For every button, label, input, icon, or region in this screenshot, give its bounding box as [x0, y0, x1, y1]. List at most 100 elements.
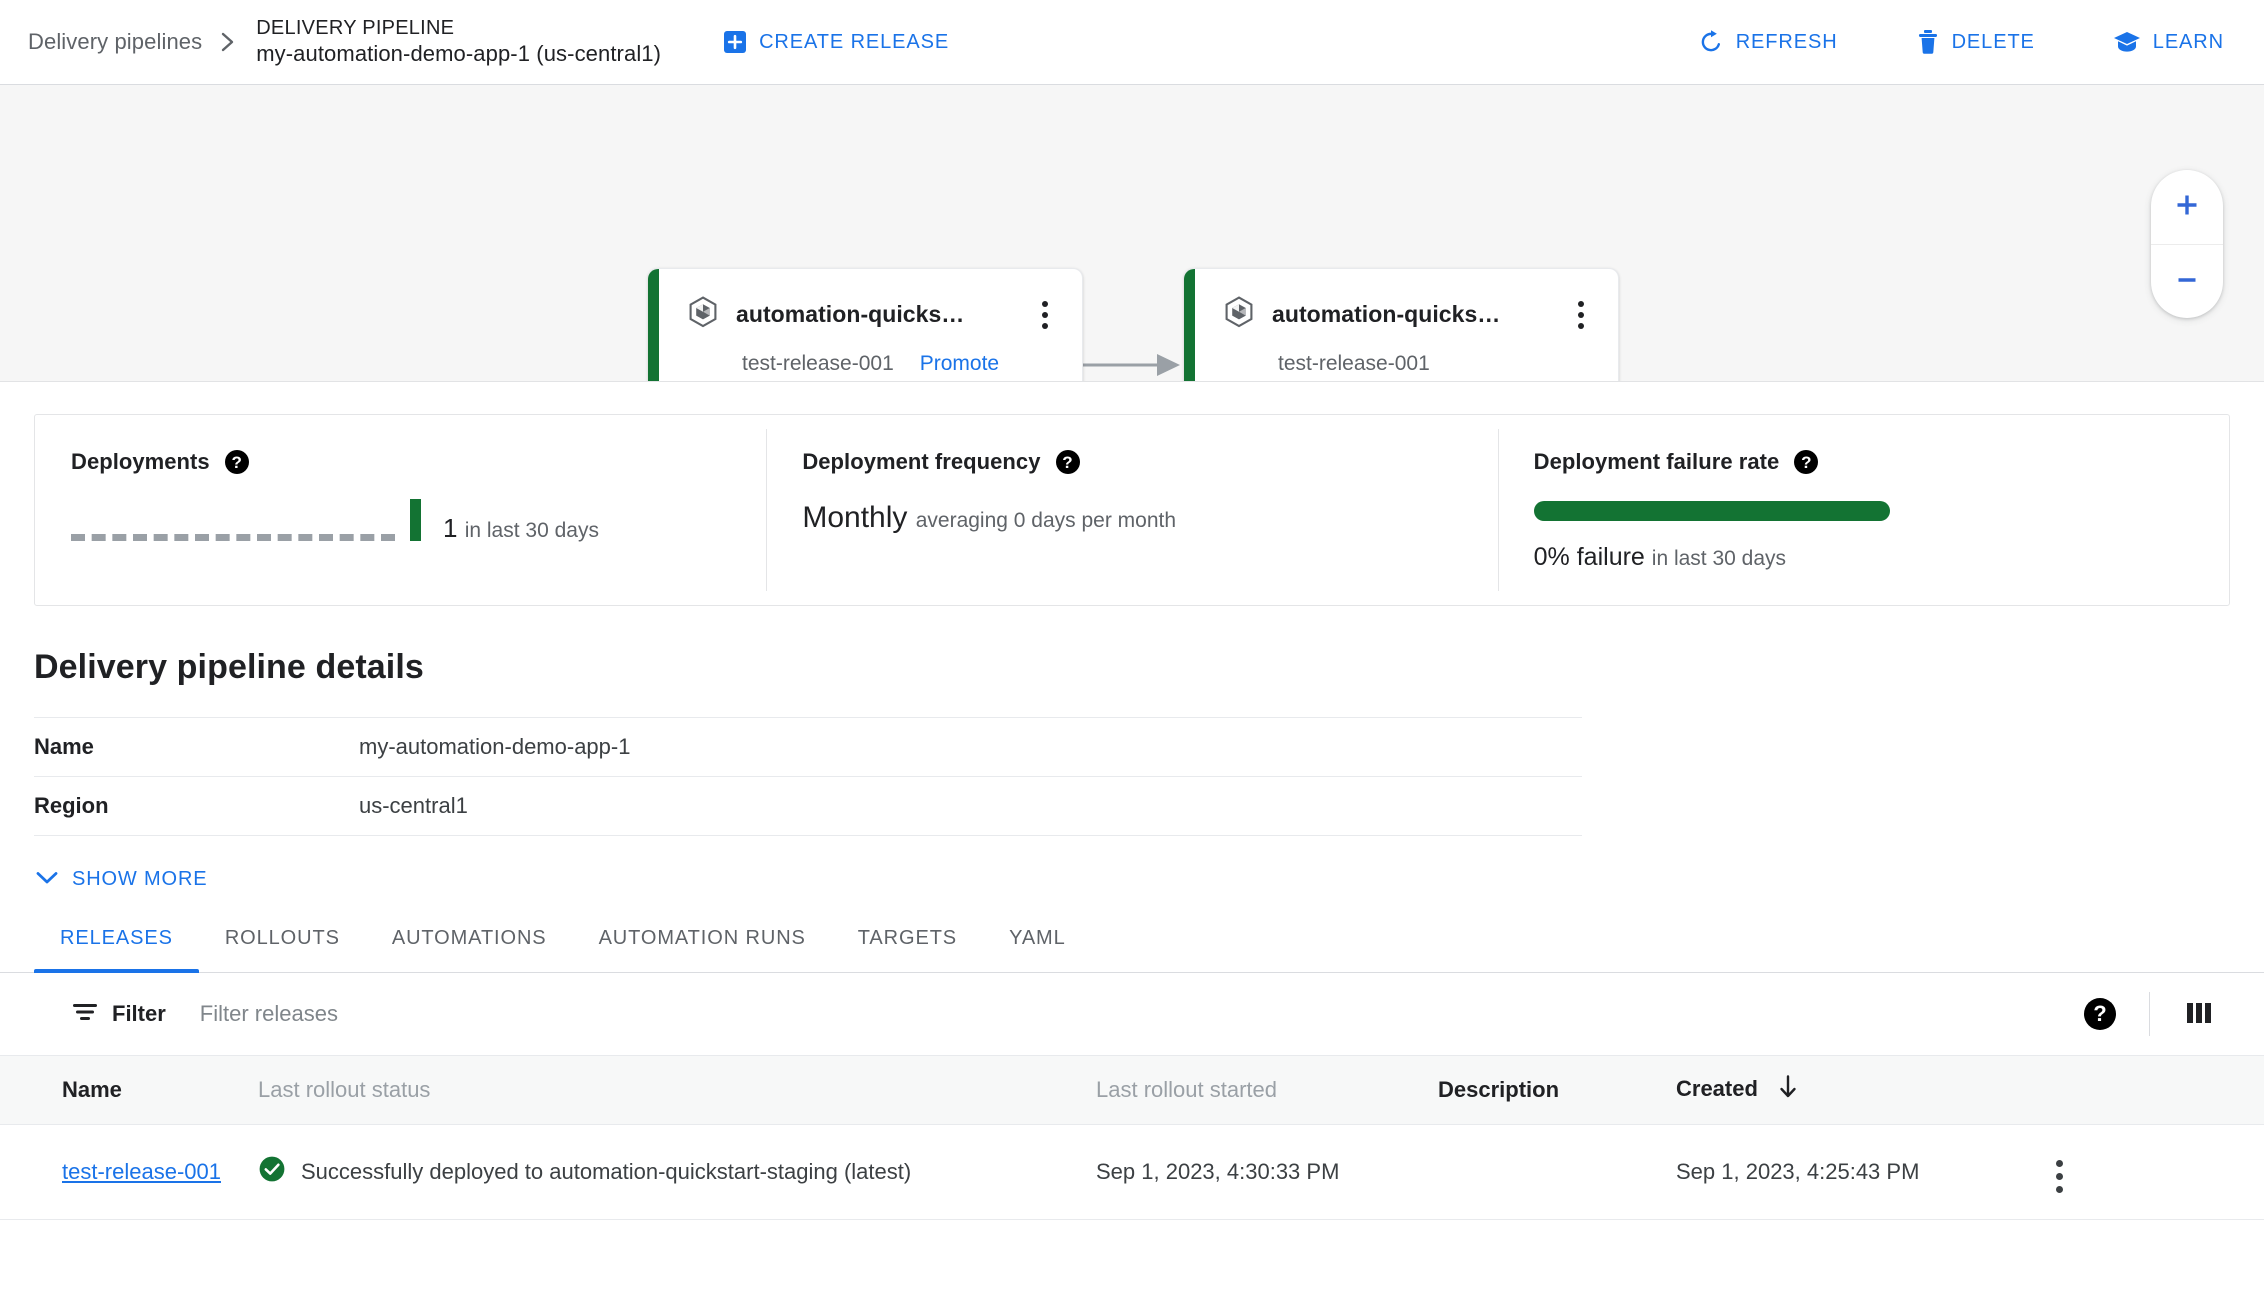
column-header-created[interactable]: Created [1676, 1055, 2046, 1125]
column-header-description[interactable]: Description [1438, 1055, 1676, 1125]
zoom-in-button[interactable] [2151, 170, 2223, 244]
cube-target-icon [1222, 295, 1256, 334]
row-more-options-icon[interactable] [2046, 1156, 2073, 1197]
toolbar-divider [2149, 992, 2150, 1036]
sparkline-baseline [71, 534, 395, 541]
metrics-card: Deployments ? 1 in last 30 days Dep [34, 414, 2230, 606]
pipeline-stage-card[interactable]: automation-quicks… test-release-001 Prom… [648, 268, 1083, 381]
help-icon[interactable]: ? [224, 450, 249, 474]
plus-icon [2173, 191, 2201, 222]
stage-target-name: automation-quicks… [1272, 301, 1501, 327]
metric-suffix: in last 30 days [1651, 547, 1787, 570]
stage-more-options-icon[interactable] [1032, 299, 1058, 331]
chevron-down-icon [36, 868, 58, 891]
metric-deployments: Deployments ? 1 in last 30 days [35, 415, 766, 605]
promote-link[interactable]: Promote [919, 352, 1000, 375]
cell-last-rollout-started: Sep 1, 2023, 4:30:33 PM [1096, 1124, 1438, 1220]
refresh-icon [1698, 29, 1724, 55]
details-value: us-central1 [359, 793, 468, 818]
metric-title: Deployments [71, 449, 210, 474]
table-header: Name Last rollout status Last rollout st… [0, 1055, 2264, 1125]
tab-yaml[interactable]: YAML [1009, 927, 1066, 949]
stage-header: automation-quicks… [686, 295, 1058, 334]
column-header-actions [2046, 1055, 2264, 1125]
cell-row-actions [2046, 1124, 2264, 1220]
pipeline-canvas[interactable]: automation-quicks… test-release-001 Prom… [0, 85, 2264, 382]
details-row-region: Region us-central1 [34, 776, 1582, 836]
metric-value: 0% failure in last 30 days [1534, 543, 2193, 572]
tab-releases[interactable]: RELEASES [34, 927, 199, 973]
pipeline-stage-card[interactable]: automation-quicks… test-release-001 Just… [1184, 268, 1619, 381]
cube-target-icon [686, 295, 720, 334]
minus-icon [2173, 266, 2201, 297]
cell-name: test-release-001 [0, 1124, 258, 1220]
learn-button[interactable]: LEARN [2107, 22, 2230, 62]
breadcrumb-delivery-pipelines[interactable]: Delivery pipelines [28, 29, 203, 54]
breadcrumb-current: DELIVERY PIPELINE my-automation-demo-app… [256, 16, 661, 67]
details-value: my-automation-demo-app-1 [359, 734, 631, 759]
table-header-row: Name Last rollout status Last rollout st… [0, 1055, 2264, 1125]
filter-button[interactable]: Filter [72, 1001, 166, 1027]
status-badge: Successfully deployed to automation-quic… [258, 1155, 1096, 1189]
table-row[interactable]: test-release-001 Successfully deployed t… [0, 1124, 2264, 1220]
stage-release-name: test-release-001 [742, 352, 894, 375]
tab-targets[interactable]: TARGETS [857, 927, 958, 949]
help-icon[interactable]: ? [1055, 450, 1080, 474]
column-header-name[interactable]: Name [0, 1055, 258, 1125]
deployments-sparkline [71, 499, 421, 543]
filter-icon [72, 1002, 98, 1027]
column-display-options-button[interactable] [2168, 983, 2230, 1045]
help-icon[interactable]: ? [1794, 450, 1819, 474]
metric-title: Deployment frequency [802, 449, 1041, 474]
cell-created: Sep 1, 2023, 4:25:43 PM [1676, 1124, 2046, 1220]
filter-bar: Filter ? [0, 973, 2264, 1055]
sort-descending-icon [1778, 1075, 1798, 1105]
stage-header: automation-quicks… [1222, 295, 1594, 334]
release-link[interactable]: test-release-001 [62, 1159, 221, 1184]
releases-table: Name Last rollout status Last rollout st… [0, 1055, 2264, 1220]
school-cap-icon [2113, 30, 2141, 54]
zoom-out-button[interactable] [2151, 243, 2223, 319]
stage-connector-arrow [1083, 268, 1184, 381]
metric-header: Deployments ? [71, 449, 730, 475]
metric-header: Deployment frequency ? [802, 449, 1461, 475]
cell-last-rollout-status: Successfully deployed to automation-quic… [258, 1124, 1096, 1220]
plus-box-icon [723, 30, 747, 54]
metric-title: Deployment failure rate [1533, 449, 1780, 474]
table-tools: ? [2069, 983, 2230, 1045]
failure-rate-bar [1533, 501, 1890, 521]
sparkline-bar [410, 499, 421, 541]
show-more-button[interactable]: SHOW MORE [34, 862, 209, 897]
metric-deployment-frequency: Deployment frequency ? Monthly averaging… [766, 415, 1497, 605]
stage-target-name: automation-quicks… [736, 301, 965, 327]
metric-number: Monthly [802, 501, 908, 534]
tab-automations[interactable]: AUTOMATIONS [391, 927, 547, 949]
metric-suffix: in last 30 days [464, 519, 599, 542]
show-more-label: SHOW MORE [72, 868, 208, 890]
tab-rollouts[interactable]: ROLLOUTS [224, 927, 340, 949]
column-header-created-label: Created [1676, 1076, 1758, 1101]
table-body: test-release-001 Successfully deployed t… [0, 1124, 2264, 1220]
breadcrumb-kicker: DELIVERY PIPELINE [256, 17, 455, 40]
refresh-button[interactable]: REFRESH [1692, 21, 1844, 63]
details-table: Name my-automation-demo-app-1 Region us-… [34, 717, 1582, 836]
filter-input[interactable] [197, 1000, 758, 1028]
column-header-last-rollout-started[interactable]: Last rollout started [1096, 1055, 1438, 1125]
metric-number: 0% failure [1533, 543, 1645, 571]
details-heading: Delivery pipeline details [34, 648, 424, 686]
learn-label: LEARN [2152, 30, 2224, 53]
create-release-button[interactable]: CREATE RELEASE [717, 22, 955, 62]
columns-icon [2184, 1000, 2214, 1029]
table-help-button[interactable]: ? [2069, 983, 2131, 1045]
stage-more-options-icon[interactable] [1568, 299, 1594, 331]
refresh-label: REFRESH [1735, 30, 1838, 53]
help-icon: ? [2084, 998, 2116, 1030]
canvas-zoom-controls [2151, 170, 2223, 318]
delete-button[interactable]: DELETE [1910, 21, 2041, 63]
tab-automation-runs[interactable]: AUTOMATION RUNS [598, 927, 806, 949]
metric-deployment-failure-rate: Deployment failure rate ? 0% failure in … [1497, 415, 2229, 605]
filter-label: Filter [112, 1001, 166, 1026]
column-header-last-rollout-status[interactable]: Last rollout status [258, 1055, 1096, 1125]
chevron-right-icon [218, 30, 238, 54]
